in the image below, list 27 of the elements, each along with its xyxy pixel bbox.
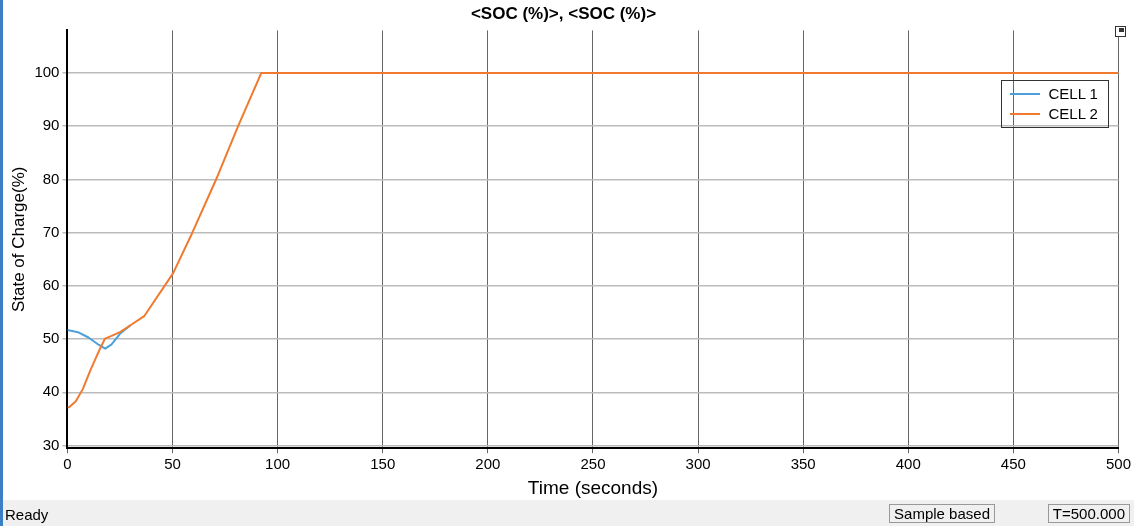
x-axis-title: Time (seconds): [527, 476, 659, 498]
x-tick-label: 50: [164, 455, 181, 473]
y-tick-label: 90: [42, 116, 60, 134]
x-tick-label: 300: [685, 455, 711, 473]
x-tick-label: 250: [580, 455, 606, 473]
y-tick-label: 40: [42, 382, 60, 400]
legend-label: CELL 2: [1048, 104, 1098, 125]
y-tick-label: 80: [42, 169, 60, 187]
x-tick-label: 400: [895, 455, 921, 473]
x-tick-label: 450: [1000, 455, 1026, 473]
x-tick-label: 500: [1105, 455, 1131, 473]
x-tick-label: 200: [475, 455, 501, 473]
x-tick-label: 150: [370, 455, 396, 473]
x-tick-label: 350: [790, 455, 816, 473]
y-tick-label: 50: [42, 329, 60, 347]
x-tick-label: 0: [63, 455, 72, 473]
y-tick-label: 70: [42, 222, 60, 240]
y-tick-label: 30: [42, 435, 60, 453]
text: T=500.000: [1047, 504, 1130, 523]
y-tick-label: 100: [34, 63, 60, 81]
legend-label: CELL 1: [1048, 84, 1098, 105]
text: Sample based: [889, 504, 995, 523]
x-tick-label: 100: [265, 455, 291, 473]
y-axis-title: State of Charge(%): [8, 166, 28, 313]
chart-title: <SOC (%)>, <SOC (%)>: [470, 3, 657, 23]
text: Ready: [5, 506, 49, 523]
y-tick-label: 60: [42, 276, 60, 294]
